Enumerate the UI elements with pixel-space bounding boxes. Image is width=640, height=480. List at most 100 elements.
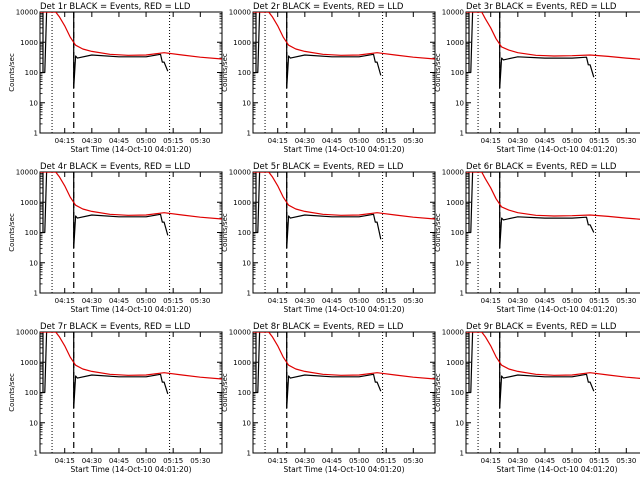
x-axis-label: Start Time (14-Oct-10 04:01:20) — [283, 145, 404, 154]
y-tick-label: 10000 — [442, 329, 464, 337]
y-tick-label: 100 — [238, 229, 251, 237]
x-tick-label: 05:15 — [589, 137, 609, 145]
x-tick-label: 04:45 — [535, 457, 555, 465]
y-tick-label: 10 — [242, 419, 251, 427]
x-tick-label: 05:00 — [349, 137, 369, 145]
y-tick-label: 1000 — [20, 39, 38, 47]
y-tick-label: 1000 — [233, 199, 251, 207]
y-tick-label: 10000 — [442, 169, 464, 177]
y-tick-label: 100 — [451, 229, 464, 237]
series-line-events — [40, 172, 169, 249]
panel-title: Det 4r BLACK = Events, RED = LLD — [40, 162, 191, 172]
x-axis-label: Start Time (14-Oct-10 04:01:20) — [283, 465, 404, 474]
x-tick-label: 05:00 — [349, 297, 369, 305]
plot-data — [466, 172, 640, 293]
y-tick-label: 1 — [247, 290, 251, 298]
panel-title: Det 5r BLACK = Events, RED = LLD — [253, 162, 404, 172]
x-axis-label: Start Time (14-Oct-10 04:01:20) — [496, 465, 617, 474]
y-tick-label: 1 — [460, 130, 464, 138]
x-tick-label: 04:45 — [109, 137, 129, 145]
y-tick-label: 10000 — [229, 169, 251, 177]
y-tick-label: 10 — [29, 259, 38, 267]
x-tick-label: 04:30 — [295, 137, 315, 145]
x-tick-label: 04:30 — [508, 457, 528, 465]
x-tick-label: 05:00 — [136, 297, 156, 305]
panel-det-7r: Det 7r BLACK = Events, RED = LLD 1 10 100 10… — [8, 322, 223, 474]
series-line-lld — [40, 12, 222, 60]
x-tick-label: 05:15 — [376, 137, 396, 145]
x-tick-label: 05:15 — [163, 297, 183, 305]
x-tick-label: 05:15 — [163, 137, 183, 145]
y-tick-label: 100 — [238, 389, 251, 397]
y-axis-label: Counts/sec — [8, 373, 16, 412]
x-axis-label: Start Time (14-Oct-10 04:01:20) — [283, 305, 404, 314]
plot-frame — [465, 331, 640, 454]
x-tick-label: 04:15 — [55, 137, 75, 145]
y-tick-label: 1000 — [20, 359, 38, 367]
y-tick-label: 1000 — [233, 359, 251, 367]
x-tick-label: 05:30 — [190, 297, 210, 305]
y-tick-label: 1000 — [446, 39, 464, 47]
y-tick-label: 10 — [455, 419, 464, 427]
y-tick-label: 10000 — [229, 9, 251, 17]
y-tick-label: 1 — [34, 450, 38, 458]
series-line-lld — [466, 12, 640, 60]
y-tick-label: 1000 — [20, 199, 38, 207]
x-tick-label: 04:30 — [82, 297, 102, 305]
panel-title: Det 6r BLACK = Events, RED = LLD — [466, 162, 617, 172]
series-line-events — [253, 332, 382, 409]
x-tick-label: 04:15 — [55, 297, 75, 305]
y-tick-label: 10 — [29, 419, 38, 427]
plot-data — [40, 172, 222, 293]
series-line-lld — [253, 12, 435, 60]
y-tick-label: 1 — [460, 290, 464, 298]
x-tick-label: 05:30 — [403, 137, 423, 145]
panel-det-6r: Det 6r BLACK = Events, RED = LLD 1 10 100 10… — [434, 162, 640, 314]
x-tick-label: 05:00 — [136, 457, 156, 465]
y-tick-label: 100 — [25, 229, 38, 237]
panel-title: Det 9r BLACK = Events, RED = LLD — [466, 322, 617, 332]
x-tick-label: 05:15 — [589, 457, 609, 465]
x-tick-label: 04:45 — [535, 297, 555, 305]
y-axis-label: Counts/sec — [434, 213, 442, 252]
series-line-lld — [253, 172, 435, 220]
x-tick-label: 05:15 — [589, 297, 609, 305]
series-line-lld — [466, 332, 640, 379]
y-tick-label: 10 — [455, 259, 464, 267]
y-axis-label: Counts/sec — [221, 213, 229, 252]
x-tick-label: 05:00 — [562, 137, 582, 145]
panel-title: Det 3r BLACK = Events, RED = LLD — [466, 2, 617, 12]
y-tick-label: 10 — [242, 99, 251, 107]
plot-data — [466, 12, 640, 133]
x-tick-label: 04:45 — [109, 457, 129, 465]
x-tick-label: 05:00 — [136, 137, 156, 145]
plot-data — [40, 12, 222, 133]
x-tick-label: 04:45 — [322, 457, 342, 465]
panel-det-8r: Det 8r BLACK = Events, RED = LLD 1 10 100 10… — [221, 322, 436, 474]
x-tick-label: 05:30 — [616, 137, 636, 145]
y-tick-label: 100 — [451, 389, 464, 397]
x-tick-label: 04:15 — [268, 457, 288, 465]
x-tick-label: 04:15 — [268, 297, 288, 305]
y-axis-label: Counts/sec — [434, 53, 442, 92]
x-tick-label: 05:00 — [562, 297, 582, 305]
panel-det-1r: Det 1r BLACK = Events, RED = LLD 1 10 100 10… — [8, 2, 223, 154]
x-tick-label: 04:15 — [481, 457, 501, 465]
x-tick-label: 05:30 — [403, 297, 423, 305]
y-tick-label: 1000 — [446, 359, 464, 367]
series-line-events — [466, 332, 595, 409]
x-tick-label: 05:30 — [190, 137, 210, 145]
x-tick-label: 04:30 — [508, 297, 528, 305]
panel-title: Det 2r BLACK = Events, RED = LLD — [253, 2, 404, 12]
y-tick-label: 100 — [238, 69, 251, 77]
series-line-events — [253, 172, 382, 249]
series-line-events — [40, 332, 169, 409]
y-axis-label: Counts/sec — [221, 53, 229, 92]
panel-title: Det 7r BLACK = Events, RED = LLD — [40, 322, 191, 332]
y-tick-label: 1000 — [446, 199, 464, 207]
series-line-lld — [40, 332, 222, 380]
x-tick-label: 05:00 — [562, 457, 582, 465]
panel-det-9r: Det 9r BLACK = Events, RED = LLD 1 10 100 10… — [434, 322, 640, 474]
x-tick-label: 05:30 — [616, 297, 636, 305]
y-tick-label: 100 — [25, 389, 38, 397]
